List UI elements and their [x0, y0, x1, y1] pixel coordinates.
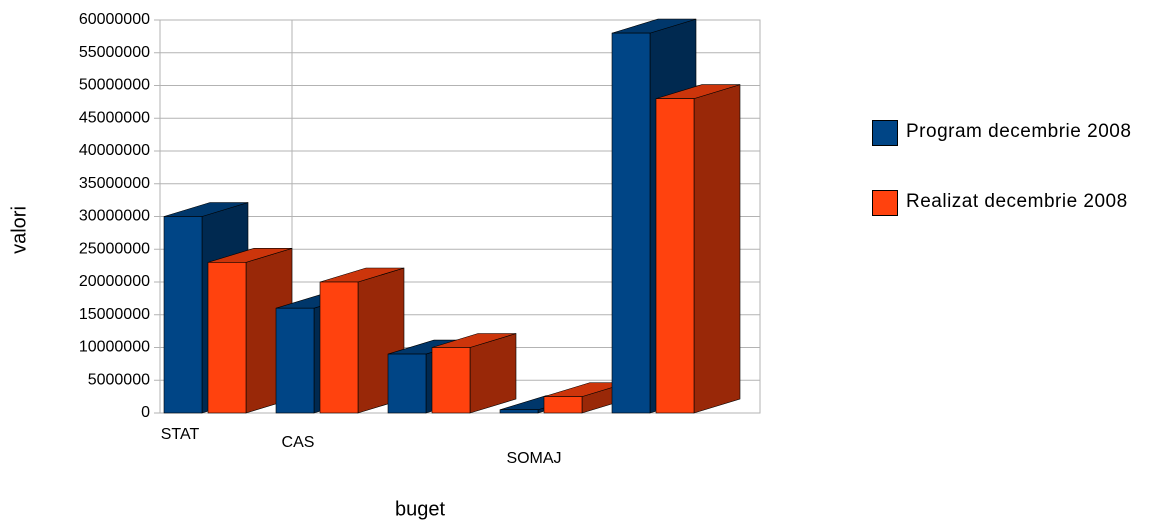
y-tick-label: 40000000 [79, 142, 150, 159]
y-tick-label: 45000000 [79, 109, 150, 126]
legend-label: Realizat decembrie 2008 [906, 191, 1128, 212]
bar-side [693, 84, 741, 414]
bar [431, 347, 471, 414]
bar [319, 281, 359, 414]
bar [655, 98, 695, 414]
x-tick-label: STAT [161, 426, 200, 443]
y-tick-label: 5000000 [88, 371, 150, 388]
bar [163, 216, 203, 414]
legend-swatch [872, 120, 898, 146]
y-tick-label: 35000000 [79, 175, 150, 192]
bar [207, 262, 247, 414]
y-tick-label: 25000000 [79, 240, 150, 257]
y-tick-label: 30000000 [79, 208, 150, 225]
y-tick-label: 15000000 [79, 306, 150, 323]
chart: valori buget 0 5000000 10000000 15000000 200… [8, 11, 761, 520]
y-tick-label: 55000000 [79, 44, 150, 61]
x-tick-label: SOMAJ [506, 450, 561, 467]
y-tick-label: 0 [141, 404, 150, 421]
bar [275, 307, 315, 414]
x-tick-label: CAS [282, 434, 315, 451]
bar [387, 353, 427, 414]
legend-label: Program decembrie 2008 [906, 121, 1132, 142]
x-axis-title: buget [395, 498, 445, 520]
bar [499, 409, 539, 414]
y-tick-label: 10000000 [79, 339, 150, 356]
y-tick-label: 50000000 [79, 77, 150, 94]
bar [611, 32, 651, 414]
legend-swatch [872, 190, 898, 216]
legend-item: Program decembrie 2008 [872, 120, 1150, 146]
y-tick-label: 20000000 [79, 273, 150, 290]
bar [543, 396, 583, 414]
y-tick-label: 60000000 [79, 11, 150, 28]
legend-item: Realizat decembrie 2008 [872, 190, 1150, 216]
y-axis-title: valori [8, 206, 30, 254]
